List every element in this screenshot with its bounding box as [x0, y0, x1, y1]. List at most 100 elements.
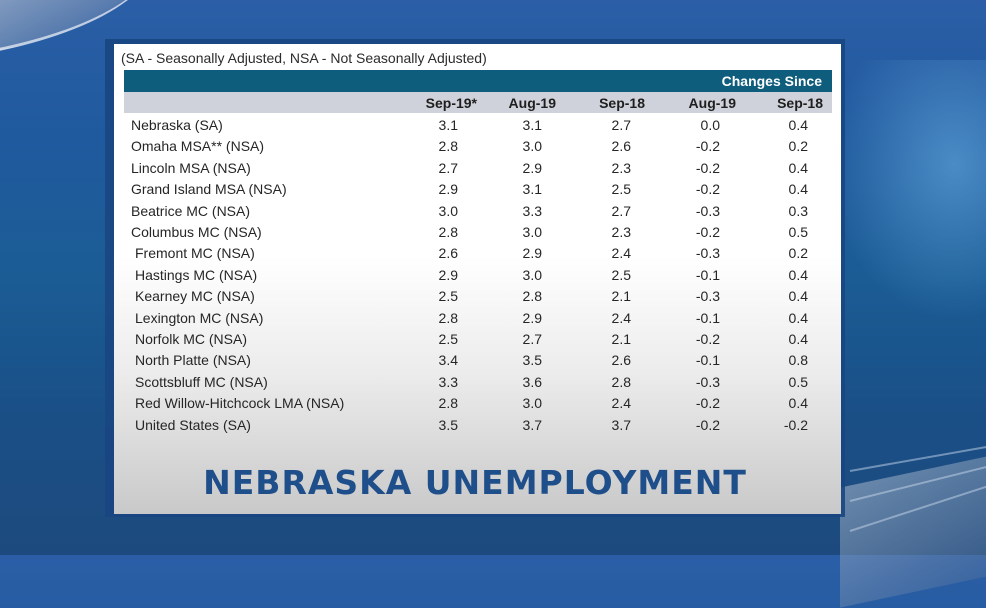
cell-chg-sep18: 0.4	[788, 395, 808, 412]
table-panel	[114, 44, 841, 514]
cell-chg-sep18: 0.5	[788, 224, 808, 240]
cell-chg-sep18: 0.2	[788, 138, 808, 155]
cell-sep19: 3.4	[438, 352, 458, 369]
cell-aug19: 2.8	[522, 288, 542, 305]
cell-aug19: 3.1	[522, 117, 542, 133]
table-row: Fremont MC (NSA) 2.6 2.9 2.4 -0.3 0.2	[0, 245, 986, 266]
cell-chg-sep18: 0.2	[788, 245, 808, 262]
cell-sep18: 2.6	[611, 138, 631, 155]
cell-sep18: 2.5	[611, 181, 631, 198]
cell-sep19: 2.9	[438, 266, 458, 283]
cell-chg-aug19: -0.2	[695, 331, 720, 347]
cell-sep19: 2.5	[438, 331, 458, 347]
table-row: Norfolk MC (NSA) 2.5 2.7 2.1 -0.2 0.4	[0, 331, 986, 352]
cell-aug19: 3.5	[522, 352, 542, 369]
cell-sep18: 2.4	[611, 245, 631, 262]
cell-aug19: 3.0	[522, 395, 542, 412]
area-name: North Platte (NSA)	[135, 352, 251, 369]
cell-chg-aug19: -0.3	[695, 288, 720, 305]
column-header-sep18: Sep-18	[599, 95, 645, 111]
cell-sep18: 2.4	[611, 309, 631, 326]
area-name: Norfolk MC (NSA)	[135, 331, 248, 347]
table-column-header-band	[124, 92, 832, 113]
table-row: Red Willow-Hitchcock LMA (NSA) 2.8 3.0 2.4 -…	[0, 395, 986, 416]
cell-chg-sep18: 0.5	[788, 373, 808, 390]
cell-aug19: 3.1	[522, 181, 542, 198]
cell-sep18: 2.6	[611, 352, 631, 369]
cell-chg-aug19: -0.1	[695, 309, 720, 326]
cell-sep19: 2.8	[438, 309, 458, 326]
area-name: Scottsbluff MC (NSA)	[135, 373, 268, 390]
cell-chg-aug19: -0.2	[695, 416, 720, 433]
cell-chg-sep18: 0.4	[788, 309, 808, 326]
area-name: United States (SA)	[135, 416, 251, 433]
cell-aug19: 3.7	[522, 416, 542, 433]
cell-chg-aug19: -0.1	[695, 352, 720, 369]
cell-sep18: 3.7	[611, 416, 631, 433]
table-row: Nebraska (SA) 3.1 3.1 2.7 0.0 0.4	[0, 117, 986, 138]
cell-sep18: 2.3	[611, 159, 631, 176]
cell-sep18: 2.1	[611, 288, 631, 305]
changes-since-label: Changes Since	[721, 73, 822, 89]
cell-sep18: 2.4	[611, 395, 631, 412]
cell-aug19: 2.7	[522, 331, 542, 347]
cell-chg-sep18: -0.2	[783, 416, 808, 433]
cell-chg-sep18: 0.4	[788, 117, 808, 133]
cell-sep18: 2.7	[611, 117, 631, 133]
cell-aug19: 3.6	[522, 373, 542, 390]
cell-chg-sep18: 0.4	[788, 266, 808, 283]
column-header-sep19: Sep-19*	[425, 95, 477, 111]
cell-sep19: 2.6	[438, 245, 458, 262]
cell-chg-aug19: -0.2	[695, 224, 720, 240]
cell-chg-aug19: -0.3	[695, 245, 720, 262]
cell-chg-sep18: 0.3	[788, 202, 808, 219]
column-header-aug19: Aug-19	[508, 95, 556, 111]
area-name: Omaha MSA** (NSA)	[131, 138, 265, 155]
table-row: United States (SA) 3.5 3.7 3.7 -0.2 -0.2	[0, 417, 986, 438]
cell-sep19: 2.8	[438, 138, 458, 155]
table-row: Kearney MC (NSA) 2.5 2.8 2.1 -0.3 0.4	[0, 288, 986, 309]
area-name: Beatrice MC (NSA)	[131, 202, 251, 219]
graphic-title: NEBRASKA UNEMPLOYMENT	[203, 463, 747, 502]
table-row: Lincoln MSA (NSA) 2.7 2.9 2.3 -0.2 0.4	[0, 160, 986, 181]
cell-aug19: 3.0	[522, 266, 542, 283]
cell-sep18: 2.7	[611, 202, 631, 219]
area-name: Lincoln MSA (NSA)	[131, 159, 251, 176]
cell-sep19: 2.8	[438, 395, 458, 412]
area-name: Grand Island MSA (NSA)	[131, 181, 287, 198]
cell-chg-aug19: -0.2	[695, 181, 720, 198]
area-name: Fremont MC (NSA)	[135, 245, 255, 262]
cell-sep18: 2.3	[611, 224, 631, 240]
cell-chg-aug19: -0.3	[695, 202, 720, 219]
cell-sep18: 2.5	[611, 266, 631, 283]
background-glow	[826, 60, 986, 320]
table-row: Hastings MC (NSA) 2.9 3.0 2.5 -0.1 0.4	[0, 267, 986, 288]
cell-sep19: 3.5	[438, 416, 458, 433]
table-row: Columbus MC (NSA) 2.8 3.0 2.3 -0.2 0.5	[0, 224, 986, 245]
cell-chg-aug19: -0.2	[695, 138, 720, 155]
table-row: Scottsbluff MC (NSA) 3.3 3.6 2.8 -0.3 0.5	[0, 374, 986, 395]
cell-chg-sep18: 0.4	[788, 331, 808, 347]
cell-chg-aug19: 0.0	[700, 117, 720, 133]
table-row: Grand Island MSA (NSA) 2.9 3.1 2.5 -0.2 0.4	[0, 181, 986, 202]
cell-aug19: 3.3	[522, 202, 542, 219]
cell-sep19: 3.3	[438, 373, 458, 390]
cell-chg-aug19: -0.3	[695, 373, 720, 390]
area-name: Columbus MC (NSA)	[131, 224, 262, 240]
cell-aug19: 3.0	[522, 138, 542, 155]
column-header-change-aug19: Aug-19	[688, 95, 736, 111]
cell-aug19: 2.9	[522, 309, 542, 326]
cell-sep19: 3.0	[438, 202, 458, 219]
table-row: Lexington MC (NSA) 2.8 2.9 2.4 -0.1 0.4	[0, 310, 986, 331]
cell-aug19: 2.9	[522, 159, 542, 176]
cell-chg-sep18: 0.4	[788, 288, 808, 305]
area-name: Nebraska (SA)	[131, 117, 223, 133]
cell-aug19: 2.9	[522, 245, 542, 262]
table-group-header: Changes Since	[124, 70, 832, 92]
cell-chg-aug19: -0.1	[695, 266, 720, 283]
area-name: Kearney MC (NSA)	[135, 288, 255, 305]
abbreviation-note: (SA - Seasonally Adjusted, NSA - Not Sea…	[121, 50, 487, 66]
cell-sep19: 2.9	[438, 181, 458, 198]
cell-chg-sep18: 0.8	[788, 352, 808, 369]
cell-chg-sep18: 0.4	[788, 181, 808, 198]
